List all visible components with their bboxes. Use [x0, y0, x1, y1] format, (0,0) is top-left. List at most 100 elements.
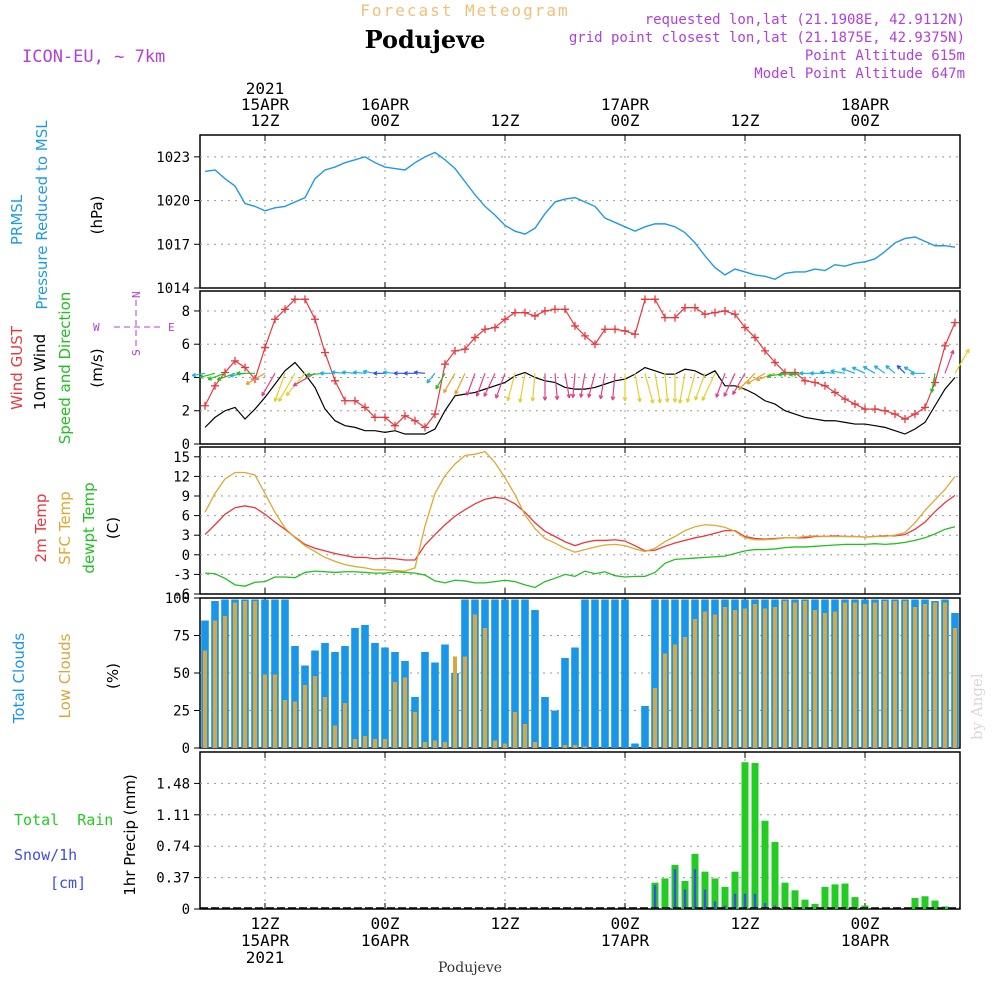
gust-marker: [311, 315, 319, 324]
rain-bar: [821, 886, 829, 909]
low-cloud-bar: [493, 740, 497, 748]
total-cloud-bar: [381, 647, 389, 748]
gust-marker: [641, 295, 649, 304]
ytick-label: 4: [182, 370, 190, 386]
total-cloud-bar: [261, 599, 269, 748]
gust-marker: [431, 410, 439, 419]
low-cloud-bar: [283, 700, 287, 748]
gust-marker: [381, 413, 389, 422]
low-cloud-bar: [423, 742, 427, 748]
top-time-label: 2021: [246, 79, 285, 98]
rain-bar: [801, 899, 809, 909]
gust-marker: [861, 405, 869, 414]
snow-bar: [703, 889, 707, 909]
gust-marker: [421, 423, 429, 432]
low-cloud-bar: [753, 604, 757, 748]
snow-bar: [653, 885, 657, 909]
gust-marker: [211, 381, 219, 390]
compass-rose: W E N S: [93, 291, 175, 356]
low-cloud-bar: [693, 619, 697, 748]
snow-bar: [753, 893, 757, 909]
total-cloud-bar: [431, 662, 439, 748]
rain-bar: [721, 886, 729, 909]
low-cloud-bar: [733, 610, 737, 748]
gust-marker: [521, 308, 529, 317]
wind-arrow: [819, 370, 836, 375]
wind-arrow: [598, 373, 606, 400]
wind-arrow: [426, 372, 436, 384]
gust-marker: [241, 363, 249, 372]
bottom-time-label: 00Z: [371, 914, 400, 933]
gust-marker: [371, 413, 379, 422]
gust-marker: [851, 400, 859, 409]
gust-marker: [711, 308, 719, 317]
wind-arrow: [654, 373, 662, 404]
wind-arrow: [723, 373, 736, 397]
compass-e: E: [168, 321, 175, 334]
low-cloud-bar: [463, 656, 467, 748]
gust-marker: [691, 303, 699, 312]
gust-marker: [621, 326, 629, 335]
wind-arrow: [199, 372, 216, 379]
panel-frame: [199, 446, 961, 595]
low-cloud-bar: [323, 697, 327, 748]
rain-label: Total Rain: [14, 811, 113, 829]
total-cloud-bar: [281, 599, 289, 748]
snow-bar: [683, 889, 687, 909]
gust-marker: [871, 405, 879, 414]
top-time-label: 12Z: [251, 111, 280, 130]
ytick-label: 0.37: [156, 871, 190, 887]
wind-arrow: [622, 373, 628, 402]
low-cloud-bar: [343, 703, 347, 748]
wind-arrow: [579, 373, 586, 398]
low-cloud-bar: [373, 739, 377, 748]
direction-label: Speed and Direction: [56, 292, 74, 445]
ytick-label: 2: [182, 404, 190, 420]
total-cloud-bar: [321, 643, 329, 748]
low-cloud-bar: [883, 601, 887, 748]
ytick-label: 25: [173, 704, 190, 720]
wind-arrow: [610, 373, 616, 401]
gust-marker: [331, 376, 339, 385]
snow-bar: [733, 893, 737, 909]
low-cloud-bar: [393, 682, 397, 748]
panel-frame: [199, 134, 961, 289]
wind-panel: Wind GUST 10m Wind Speed and Direction (…: [8, 290, 970, 453]
gust-marker: [831, 388, 839, 397]
low-cloud-bar: [673, 644, 677, 748]
ytick-label: -3: [173, 567, 190, 583]
wind-arrow: [873, 365, 886, 374]
total-cloud-bar: [501, 599, 509, 748]
wind-arrow: [403, 371, 415, 376]
gust-marker: [391, 421, 399, 430]
ytick-label: 1.11: [156, 808, 190, 824]
wind-arrow: [443, 373, 456, 394]
gust-marker: [921, 403, 929, 412]
gust-marker: [511, 308, 519, 317]
total-cloud-bar: [361, 625, 369, 748]
top-time-label: 00Z: [611, 111, 640, 130]
low-cloud-bar: [523, 724, 527, 748]
rain-bar: [731, 871, 739, 909]
bottom-time-label: 2021: [246, 948, 285, 967]
snow-unit-label: [cm]: [50, 874, 86, 892]
wind-arrow: [634, 373, 642, 403]
panel-frame: [199, 751, 961, 910]
gust-marker: [341, 396, 349, 405]
low-cloud-bar: [473, 614, 477, 748]
wind-arrow: [755, 372, 776, 382]
low-cloud-bar: [743, 608, 747, 748]
low-cloud-bar: [903, 601, 907, 748]
ytick-label: 100: [165, 591, 190, 607]
snow-bar: [673, 869, 677, 909]
low-cloud-bar: [383, 739, 387, 748]
gust-marker: [261, 343, 269, 352]
total-cloud-bar: [591, 599, 599, 748]
total-cloud-bar: [491, 599, 499, 748]
ytick-label: 0: [182, 741, 190, 757]
total-cloud-bar: [551, 710, 559, 748]
gust-marker: [281, 305, 289, 314]
gust-marker: [571, 321, 579, 330]
low-cloud-bar: [683, 637, 687, 748]
